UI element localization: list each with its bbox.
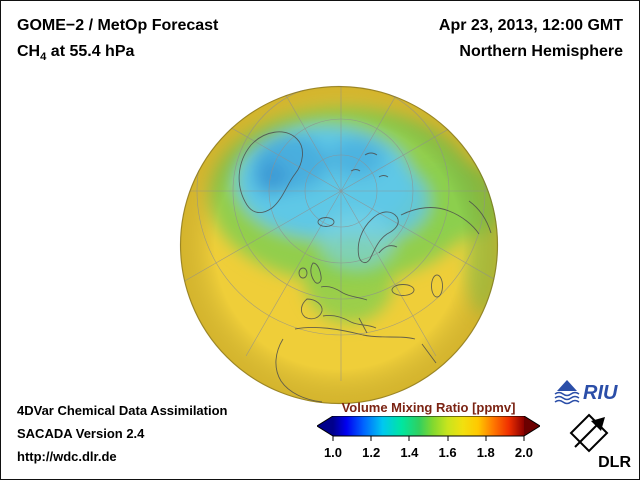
tick-label: 2.0 bbox=[514, 445, 533, 460]
wdc-url-label: http://wdc.dlr.de bbox=[17, 449, 117, 464]
riu-logo: RIU bbox=[554, 380, 618, 405]
colorbar-left-arrow bbox=[317, 416, 333, 436]
species-subscript: 4 bbox=[40, 51, 47, 64]
dlr-arrow-shaft-icon bbox=[574, 422, 600, 448]
datetime-block: Apr 23, 2013, 12:00 GMT Northern Hemisph… bbox=[439, 13, 623, 65]
globe-map bbox=[179, 85, 499, 405]
colorbar bbox=[317, 416, 540, 441]
dlr-arrowhead-icon bbox=[591, 417, 605, 431]
riu-triangle-icon bbox=[557, 380, 577, 391]
dlr-logo-text: DLR bbox=[598, 454, 631, 471]
plot-title-line1: GOME−2 / MetOp Forecast bbox=[17, 17, 219, 34]
pressure-level-label: at 55.4 hPa bbox=[46, 43, 135, 60]
globe-limb bbox=[179, 85, 499, 405]
globe-svg bbox=[179, 85, 499, 405]
region-label: Northern Hemisphere bbox=[459, 43, 623, 60]
tick-label: 1.0 bbox=[323, 445, 343, 460]
coastlines bbox=[238, 131, 492, 403]
species-label: CH bbox=[17, 43, 41, 60]
colorbar-title: Volume Mixing Ratio [ppmv] bbox=[341, 400, 516, 415]
graticule bbox=[180, 86, 498, 381]
datetime-label: Apr 23, 2013, 12:00 GMT bbox=[438, 17, 623, 34]
colorbar-right-arrow bbox=[524, 416, 540, 436]
plot-title-block: GOME−2 / MetOp Forecast CH4 at 55.4 hPa bbox=[17, 13, 218, 70]
tick-label: 1.4 bbox=[400, 445, 419, 460]
colorbar-ticks bbox=[332, 436, 525, 441]
assimilation-label: 4DVar Chemical Data Assimilation bbox=[17, 403, 228, 418]
colorbar-tick-labels: 1.0 1.2 1.4 1.6 1.8 2.0 bbox=[319, 445, 538, 460]
plot-title-line2: CH4 at 55.4 hPa bbox=[17, 39, 218, 70]
version-label: SACADA Version 2.4 bbox=[17, 426, 145, 441]
colorbar-gradient bbox=[333, 416, 524, 436]
methane-field bbox=[180, 86, 498, 404]
riu-waves-icon bbox=[554, 391, 580, 405]
tick-label: 1.8 bbox=[476, 445, 495, 460]
tick-label: 1.6 bbox=[438, 445, 457, 460]
tick-label: 1.2 bbox=[362, 445, 381, 460]
riu-logo-text: RIU bbox=[583, 382, 618, 404]
dlr-logo: DLR bbox=[569, 413, 631, 471]
